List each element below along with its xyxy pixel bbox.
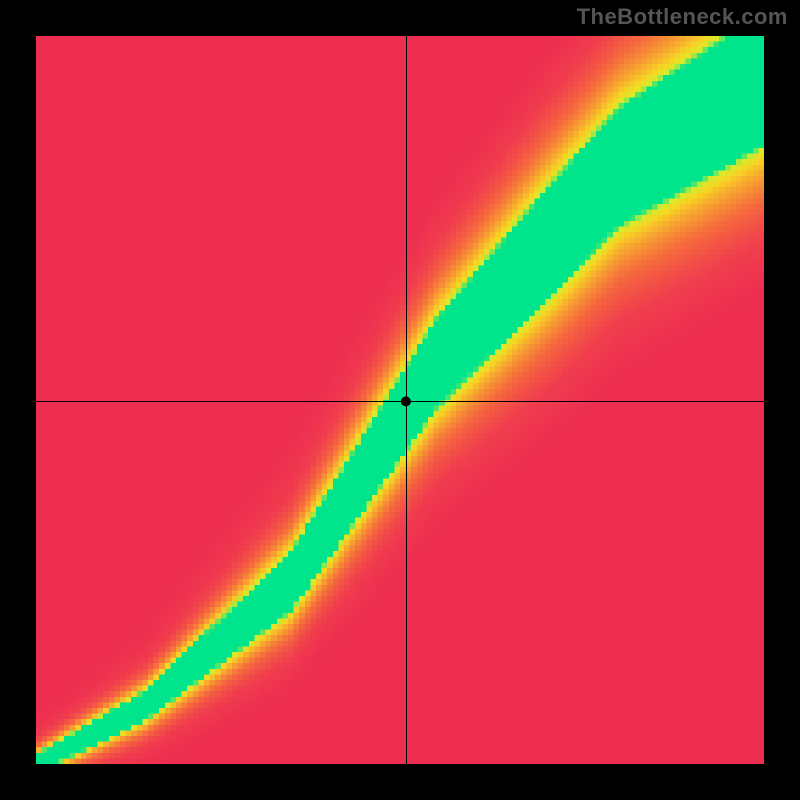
chart-container: TheBottleneck.com bbox=[0, 0, 800, 800]
crosshair-overlay bbox=[36, 36, 764, 764]
watermark-text: TheBottleneck.com bbox=[577, 4, 788, 30]
